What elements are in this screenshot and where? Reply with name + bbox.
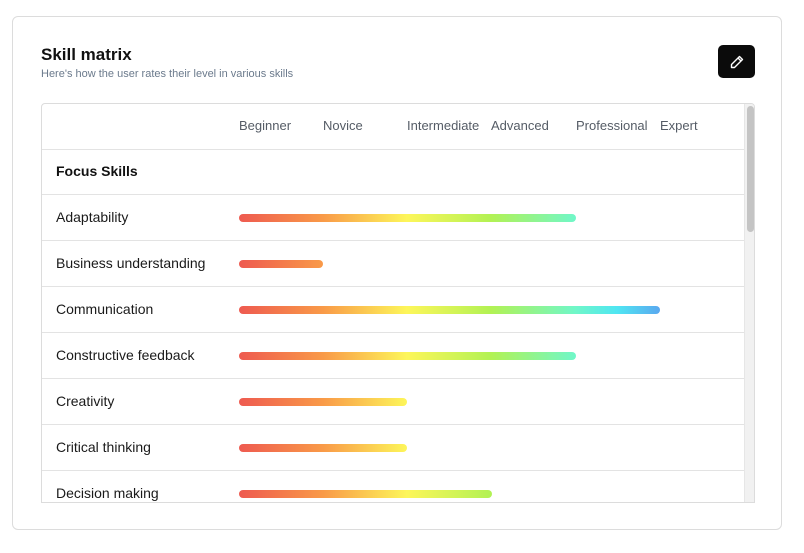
skill-row: Adaptability: [42, 195, 744, 241]
scrollbar-thumb[interactable]: [747, 106, 754, 232]
skill-name: Critical thinking: [56, 439, 151, 455]
group-label: Focus Skills: [56, 163, 138, 179]
vertical-scrollbar[interactable]: [744, 104, 754, 502]
skill-row: Business understanding: [42, 241, 744, 287]
level-label-professional: Professional: [576, 118, 648, 133]
skill-bar-track: [239, 260, 744, 268]
edit-button[interactable]: [718, 45, 755, 78]
skill-bar-track: [239, 490, 744, 498]
skill-row: Communication: [42, 287, 744, 333]
skill-level-bar: [239, 398, 407, 406]
level-label-novice: Novice: [323, 118, 363, 133]
skill-matrix-card: Skill matrix Here's how the user rates t…: [12, 16, 782, 530]
pencil-icon: [730, 55, 743, 68]
skill-row: Constructive feedback: [42, 333, 744, 379]
skill-bar-track: [239, 398, 744, 406]
skill-row: Decision making: [42, 471, 744, 502]
skill-row: Critical thinking: [42, 425, 744, 471]
skill-bar-track: [239, 214, 744, 222]
skill-level-bar: [239, 490, 492, 498]
skill-level-bar: [239, 352, 576, 360]
page-title: Skill matrix: [41, 45, 132, 64]
skill-level-bar: [239, 260, 323, 268]
level-label-advanced: Advanced: [491, 118, 549, 133]
level-label-beginner: Beginner: [239, 118, 292, 133]
skill-bar-track: [239, 306, 744, 314]
skill-bar-track: [239, 352, 744, 360]
skill-matrix-table: Beginner Novice Intermediate Advanced Pr…: [41, 103, 755, 503]
skill-level-bar: [239, 306, 660, 314]
skill-name: Decision making: [56, 485, 159, 501]
skill-bar-track: [239, 444, 744, 452]
skill-level-bar: [239, 214, 576, 222]
skill-name: Communication: [56, 301, 154, 317]
skill-name: Adaptability: [56, 209, 129, 225]
page-subtitle: Here's how the user rates their level in…: [41, 68, 294, 80]
level-label-intermediate: Intermediate: [407, 118, 480, 133]
level-label-expert: Expert: [660, 118, 698, 133]
skill-name: Creativity: [56, 393, 115, 409]
group-row-focus-skills: Focus Skills: [42, 149, 744, 195]
skill-row: Creativity: [42, 379, 744, 425]
skill-level-bar: [239, 444, 407, 452]
skill-name: Constructive feedback: [56, 347, 195, 363]
skill-name: Business understanding: [56, 255, 206, 271]
level-header-row: Beginner Novice Intermediate Advanced Pr…: [42, 104, 744, 150]
